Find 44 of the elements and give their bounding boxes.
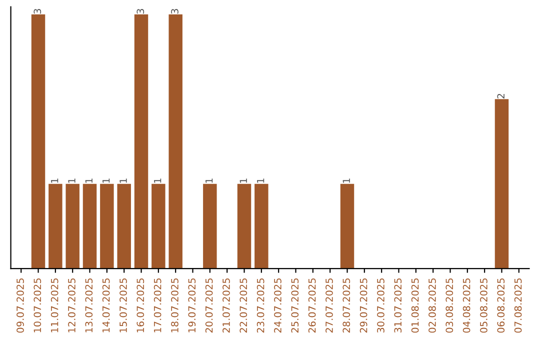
- x-tick-label: 16.07.2025: [136, 278, 144, 332]
- x-tick-label: 28.07.2025: [342, 278, 350, 333]
- data-label: 3: [34, 9, 42, 14]
- x-tick-label: 21.07.2025: [222, 278, 230, 333]
- x-tick-label: 30.07.2025: [377, 278, 384, 333]
- data-label: 1: [51, 178, 58, 183]
- x-tick-label: 26.07.2025: [308, 278, 316, 333]
- x-tick-label: 13.07.2025: [85, 278, 93, 332]
- data-label: 2: [497, 94, 504, 98]
- data-label: 1: [240, 178, 247, 183]
- x-tick-label: 01.08.2025: [411, 278, 419, 333]
- x-tick-label: 09.07.2025: [16, 278, 24, 333]
- data-label: 1: [68, 178, 76, 183]
- x-tick-label: 15.07.2025: [120, 278, 127, 332]
- data-label: 1: [120, 178, 127, 183]
- x-tick-label: 19.07.2025: [188, 278, 196, 332]
- x-tick-label: 10.07.2025: [34, 278, 42, 332]
- x-tick-label: 29.07.2025: [360, 278, 368, 333]
- x-tick-label: 02.08.2025: [428, 278, 436, 333]
- x-tick-label: 23.07.2025: [256, 278, 264, 333]
- x-tick-label: 04.08.2025: [462, 278, 470, 333]
- x-tick-label: 14.07.2025: [102, 278, 110, 332]
- x-tick-label: 03.08.2025: [446, 278, 454, 333]
- data-label: 1: [85, 178, 92, 183]
- x-tick-label: 05.08.2025: [480, 278, 488, 333]
- data-label: 1: [342, 178, 350, 183]
- x-tick-label: 31.07.2025: [394, 278, 402, 333]
- x-tick-label: 06.08.2025: [497, 278, 505, 333]
- data-label: 1: [154, 178, 162, 183]
- x-tick-label: 25.07.2025: [291, 278, 299, 333]
- x-tick-label: 24.07.2025: [274, 278, 282, 333]
- x-tick-label: 12.07.2025: [68, 278, 76, 332]
- data-label: 1: [257, 178, 264, 183]
- data-label: 3: [136, 9, 144, 14]
- x-tick-label: 27.07.2025: [326, 278, 333, 333]
- data-label: 3: [171, 9, 178, 14]
- x-tick-label: 17.07.2025: [154, 278, 162, 332]
- data-label: 1: [206, 178, 213, 183]
- x-tick-label: 11.07.2025: [50, 278, 58, 332]
- x-tick-label: 07.08.2025: [514, 278, 522, 333]
- x-tick-label: 20.07.2025: [205, 278, 213, 333]
- x-tick-label: 18.07.2025: [171, 278, 178, 332]
- x-tick-label: 22.07.2025: [240, 278, 248, 333]
- data-label: 1: [102, 178, 110, 183]
